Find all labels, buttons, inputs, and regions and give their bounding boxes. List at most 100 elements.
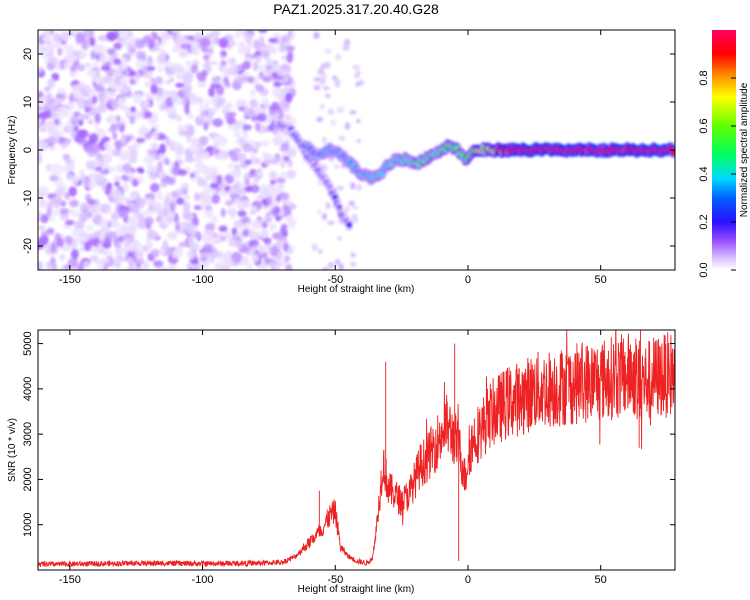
spectrogram-cell [92, 214, 102, 225]
spectrogram-cell [114, 247, 126, 257]
spectrogram-cell [229, 187, 235, 194]
spectrogram-cell [216, 139, 227, 147]
spectrogram-cell [90, 49, 96, 60]
spectrogram-cell [280, 63, 290, 71]
y-tick-label: 3000 [22, 422, 34, 446]
spectrogram-cell [174, 115, 182, 122]
spectrogram-cell [98, 258, 110, 264]
spectrogram-cell [185, 212, 194, 221]
spectrogram-cell [326, 220, 335, 226]
spectrogram-cell [211, 193, 221, 205]
spectrogram-cell [313, 31, 320, 39]
spectrogram-cell [153, 111, 159, 123]
spectrogram-cell [212, 118, 224, 128]
spectrogram-cell [255, 55, 262, 64]
spectrogram-cell [181, 96, 188, 106]
spectrogram-cell [149, 165, 158, 173]
spectrogram-cell [279, 43, 288, 52]
spectrogram-cell [130, 106, 136, 113]
spectrogram-cell [204, 65, 213, 74]
spectrogram-cell [139, 198, 146, 204]
spectrogram-cell [111, 149, 123, 157]
x-tick-label: -50 [327, 274, 343, 286]
spectrogram-cell [94, 44, 106, 55]
spectrogram-cell [256, 219, 264, 225]
spectrogram-cell [68, 93, 75, 103]
spectrogram-cell [204, 98, 210, 109]
spectrogram-cell [180, 43, 191, 50]
spectrogram-cell [66, 55, 77, 63]
spectrogram-cell [268, 222, 277, 231]
spectrogram-cell [109, 99, 120, 109]
spectrogram-cell [280, 132, 289, 139]
spectrogram-cell [287, 159, 293, 168]
spectrogram-cell [250, 254, 260, 263]
spectrogram-cell [203, 121, 209, 131]
spectrogram-y-ticks: -20 -10 0 10 20 [22, 48, 675, 254]
spectrogram-cell [57, 47, 63, 56]
spectrogram-cell [134, 249, 144, 260]
spectrogram-cell [45, 261, 53, 270]
figure-title: PAZ1.2025.317.20.40.G28 [273, 1, 439, 17]
spectrogram-cell [248, 230, 258, 239]
spectrogram-cell [159, 248, 166, 255]
spectrogram-cell [183, 194, 190, 201]
spectrogram-cell [143, 198, 154, 204]
spectrogram-cell [172, 63, 182, 70]
y-tick-label: 1000 [22, 512, 34, 536]
spectrogram-y-label: Frequency (Hz) [7, 116, 18, 185]
spectrogram-cell [272, 263, 281, 270]
spectrogram-cell [150, 83, 158, 95]
spectrogram-cell [316, 116, 324, 123]
spectrogram-cell [188, 125, 195, 136]
spectrogram-cell [227, 124, 238, 130]
spectrogram-cell [144, 216, 154, 226]
spectrogram-cell [124, 239, 131, 249]
spectrogram-cell [67, 30, 75, 38]
spectrogram-cell [214, 238, 222, 244]
spectrogram-cell [263, 153, 274, 160]
spectrogram-cell [283, 199, 293, 205]
spectrogram-cell [182, 72, 194, 84]
spectrogram-cell [129, 150, 138, 158]
spectrogram-cell [51, 195, 63, 205]
spectrogram-cell [162, 239, 169, 251]
spectrogram-cell [131, 206, 139, 215]
spectrogram-cell [246, 76, 255, 84]
spectrogram-cell [178, 124, 185, 131]
spectrogram-cell [212, 250, 223, 259]
spectrogram-cell [336, 185, 345, 191]
spectrogram-cell [53, 103, 59, 112]
spectrogram-cell [178, 129, 189, 137]
y-tick-label: 2000 [22, 467, 34, 491]
spectrogram-cell [117, 235, 125, 244]
spectrogram-cell [172, 165, 179, 173]
y-tick-label: -10 [22, 190, 34, 206]
spectrogram-cell [231, 251, 243, 263]
spectrogram-cell [168, 76, 175, 83]
spectrogram-cell [246, 263, 253, 270]
spectrogram-cell [167, 263, 175, 270]
spectrogram-cell [206, 222, 216, 231]
spectrogram-cell [351, 214, 358, 219]
spectrogram-cell [227, 238, 237, 247]
spectrogram-cell [138, 126, 149, 135]
spectrogram-cell [249, 220, 259, 227]
spectrogram-cell [281, 55, 288, 61]
spectrogram-cell [239, 182, 248, 188]
spectrogram-cell [318, 248, 323, 255]
spectrogram-cell [128, 224, 138, 232]
spectrogram-cell [268, 109, 276, 116]
spectrogram-cell [211, 215, 219, 225]
spectrogram-cells [38, 30, 675, 270]
spectrogram-cell [80, 113, 90, 120]
spectrogram-cell [149, 182, 160, 193]
spectrogram-cell [86, 97, 93, 109]
spectrogram-cell [327, 262, 335, 269]
spectrogram-cell [152, 130, 159, 141]
spectrogram-cell [98, 230, 106, 242]
spectrogram-cell [313, 84, 321, 91]
spectrogram-cell [39, 234, 48, 246]
spectrogram-cell [165, 136, 171, 147]
spectrogram-cell [131, 178, 139, 188]
